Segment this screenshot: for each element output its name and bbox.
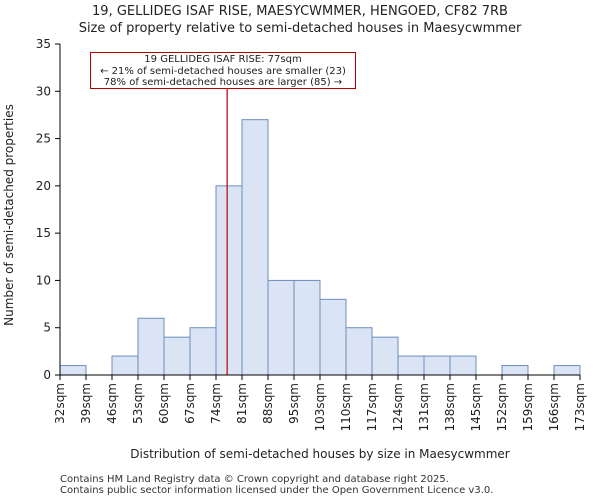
x-tick-label-117sqm: 117sqm [365,383,379,431]
y-axis-label: Number of semi-detached properties [2,104,16,326]
y-tick-label: 30 [36,84,51,98]
x-tick-label-110sqm: 110sqm [339,383,353,431]
y-tick-label: 15 [36,226,51,240]
x-tick-label-152sqm: 152sqm [495,383,509,431]
y-tick-label: 10 [36,273,51,287]
bar-53sqm [137,317,165,376]
bar-124sqm [397,355,425,376]
bars-group [59,119,581,376]
x-tick-label-145sqm: 145sqm [469,383,483,431]
x-tick-label-60sqm: 60sqm [157,383,171,424]
x-tick-label-74sqm: 74sqm [209,383,223,424]
x-tick-label-166sqm: 166sqm [547,383,561,431]
x-tick-label-67sqm: 67sqm [183,383,197,424]
bar-117sqm [371,336,399,376]
x-tick-label-88sqm: 88sqm [261,383,275,424]
bar-88sqm [267,279,295,376]
bar-95sqm [293,279,321,376]
bar-81sqm [241,119,269,376]
x-tick-label-173sqm: 173sqm [573,383,587,431]
bar-138sqm [449,355,477,376]
x-axis-label: Distribution of semi-detached houses by … [130,447,510,461]
y-tick-label: 25 [36,132,51,146]
y-tick-label: 20 [36,179,51,193]
bar-110sqm [345,327,373,376]
x-ticks-group: 32sqm 39sqm 46sqm 53sqm 60sqm 67sqm 74sqm 81sqm… [53,375,587,431]
chart-subtitle: Size of property relative to semi-detach… [78,21,522,36]
bar-32sqm [59,365,87,376]
bar-131sqm [423,355,451,376]
bar-152sqm [501,365,529,376]
x-tick-label-138sqm: 138sqm [443,383,457,431]
x-tick-label-53sqm: 53sqm [131,383,145,424]
bar-74sqm [215,185,243,376]
bar-103sqm [319,298,347,376]
bar-67sqm [189,327,217,376]
footer-line-1: Contains HM Land Registry data © Crown c… [60,474,449,485]
x-tick-label-131sqm: 131sqm [417,383,431,431]
bar-46sqm [111,355,139,376]
annotation-box: 19 GELLIDEG ISAF RISE: 77sqm ← 21% of se… [90,52,356,89]
y-tick-label: 35 [36,37,51,51]
chart-title: 19, GELLIDEG ISAF RISE, MAESYCWMMER, HEN… [92,4,508,19]
y-tick-label: 0 [43,368,51,382]
annotation-line-3: 78% of semi-detached houses are larger (… [103,77,343,88]
annotation-line-2: ← 21% of semi-detached houses are smalle… [100,65,346,77]
x-tick-label-32sqm: 32sqm [53,383,67,424]
x-tick-label-39sqm: 39sqm [79,383,93,424]
y-tick-label: 5 [43,321,51,335]
footer-line-2: Contains public sector information licen… [60,485,494,496]
bar-166sqm [553,365,581,376]
y-ticks-group: 0 5 10 15 20 25 30 35 [36,37,60,382]
x-tick-label-95sqm: 95sqm [287,383,301,424]
annotation-line-1: 19 GELLIDEG ISAF RISE: 77sqm [144,54,302,65]
x-tick-label-124sqm: 124sqm [391,383,405,431]
x-tick-label-159sqm: 159sqm [521,383,535,431]
x-tick-label-81sqm: 81sqm [235,383,249,424]
x-tick-label-103sqm: 103sqm [313,383,327,431]
x-tick-label-46sqm: 46sqm [105,383,119,424]
bar-60sqm [163,336,191,376]
